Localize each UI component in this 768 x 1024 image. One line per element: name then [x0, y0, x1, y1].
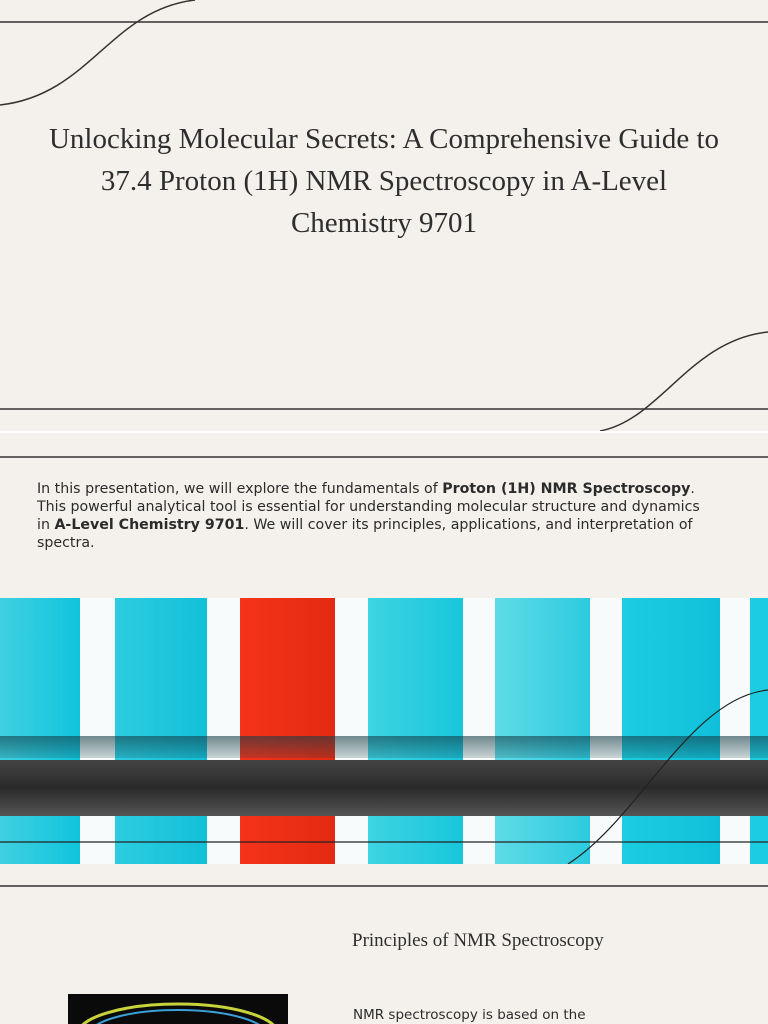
test-tube-photo: [0, 598, 768, 864]
bold-text: Proton (1H) NMR Spectroscopy: [442, 481, 691, 497]
divider: [0, 431, 768, 433]
liquid-level: [0, 736, 768, 758]
tube: [622, 598, 720, 864]
text: . This powerful analytical tool is essen…: [37, 481, 700, 533]
ring: [81, 1002, 275, 1024]
section-image: [68, 994, 288, 1024]
curve: [567, 689, 768, 864]
tube: [368, 598, 463, 864]
tube: [115, 598, 207, 864]
title-slide: [0, 0, 768, 431]
rack: [0, 760, 768, 816]
tube: [240, 598, 335, 864]
curve: [0, 0, 196, 106]
decoration: [0, 885, 768, 887]
title: Unlocking Molecular Secrets: A Comprehen…: [48, 123, 720, 239]
tube: [0, 598, 80, 864]
curve: [599, 331, 768, 432]
text: In this presentation, we will explore th…: [37, 481, 443, 497]
text: . We will cover its principles, applicat…: [37, 517, 693, 551]
tube: [495, 598, 590, 864]
bold-text: A-Level Chemistry 9701: [54, 517, 245, 533]
intro-paragraph: In this presentation, we will explore th…: [37, 480, 717, 552]
ring: [96, 1009, 260, 1024]
section-heading: Principles of NMR Spectroscopy: [352, 930, 604, 951]
section-body: NMR spectroscopy is based on the: [353, 1007, 586, 1023]
image-art: [81, 1002, 275, 1024]
decoration: [0, 689, 768, 864]
decoration: [0, 456, 768, 458]
decoration: [0, 0, 768, 432]
